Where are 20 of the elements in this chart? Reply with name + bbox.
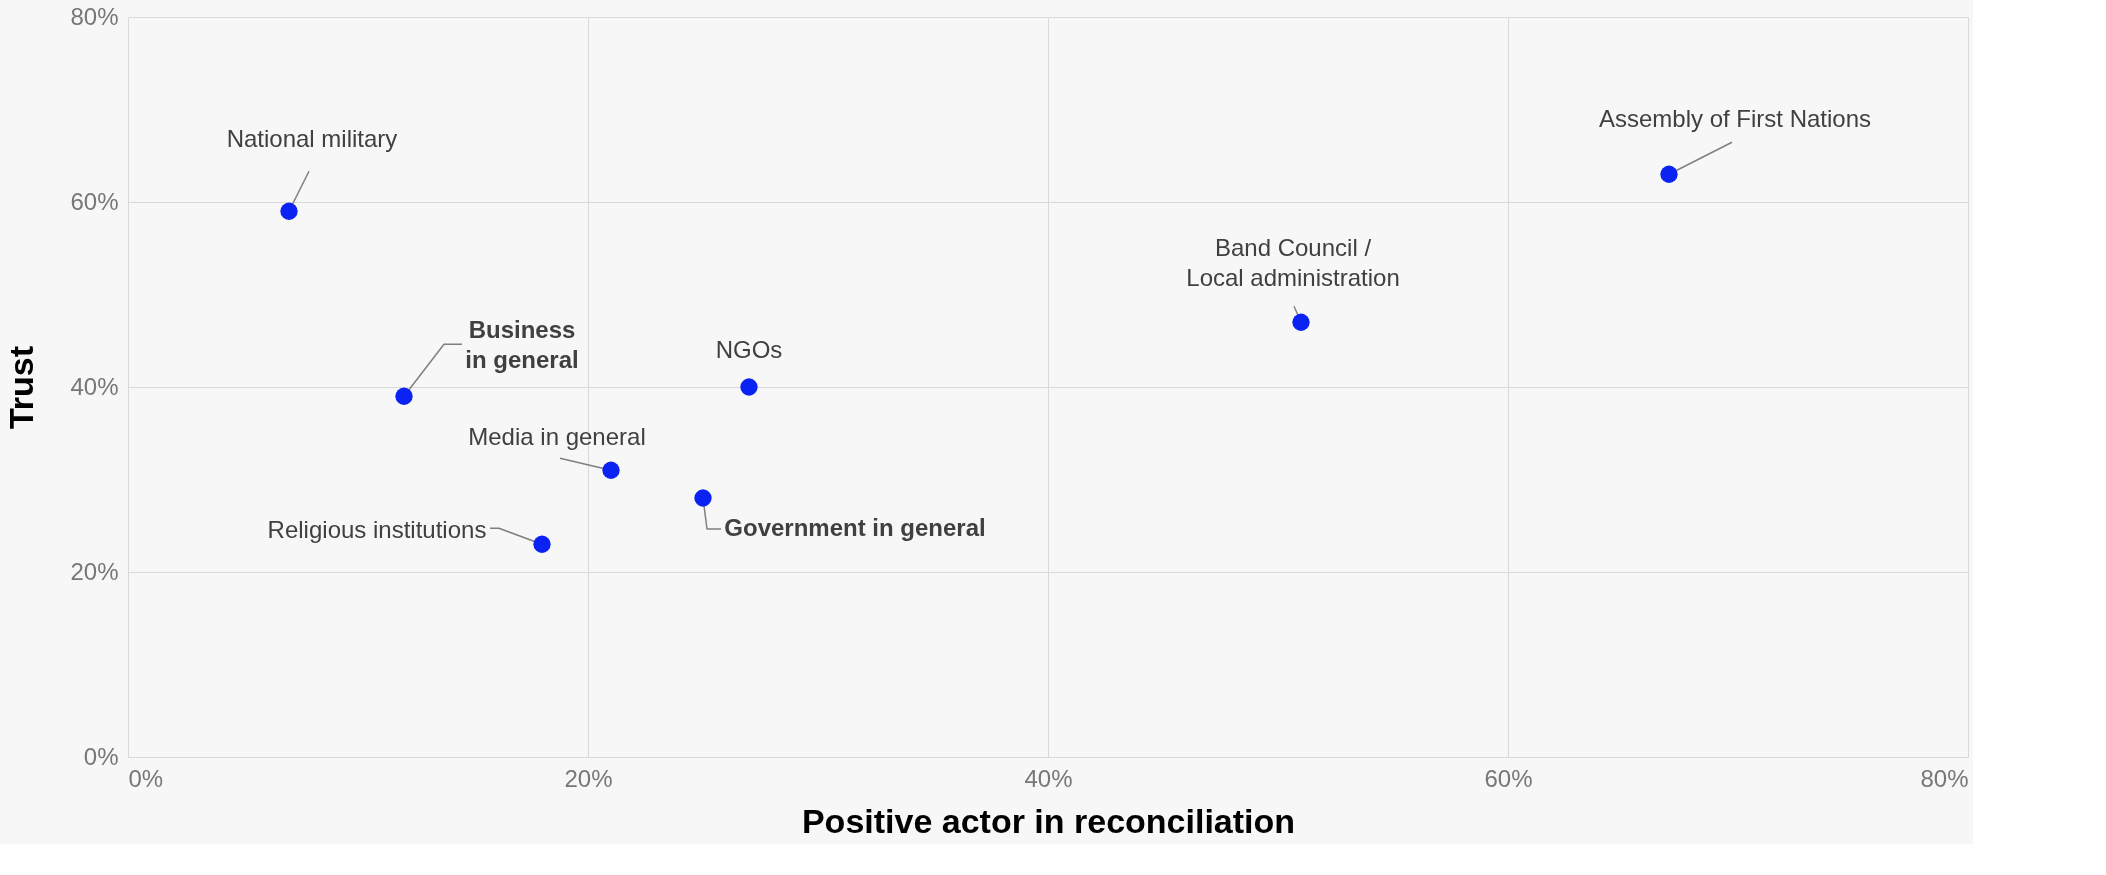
x-tick-label: 40% [1024,764,1073,792]
annotation: National military [226,125,398,153]
x-tick-label: 20% [564,764,613,792]
annotation: Media in general [468,423,646,451]
y-axis-title: Trust [2,345,41,430]
y-tick-label: 40% [70,372,119,400]
y-tick-label: 60% [70,187,119,215]
x-axis-title: Positive actor in reconciliation [801,801,1296,840]
annotation: Government in general [724,514,986,541]
annotation: Business in general [465,316,579,374]
y-tick-label: 20% [70,557,119,585]
x-tick-label: 60% [1484,764,1533,792]
y-tick-label: 80% [70,2,119,30]
x-tick-label: 0% [128,764,164,792]
annotation: Religious institutions [267,516,487,544]
x-tick-label: 80% [1920,764,1969,792]
y-tick-label: 0% [83,742,119,770]
annotation: Assembly of First Nations [1598,105,1872,133]
annotation: NGOs [715,336,783,363]
annotation: Band Council / Local administration [1186,234,1400,292]
